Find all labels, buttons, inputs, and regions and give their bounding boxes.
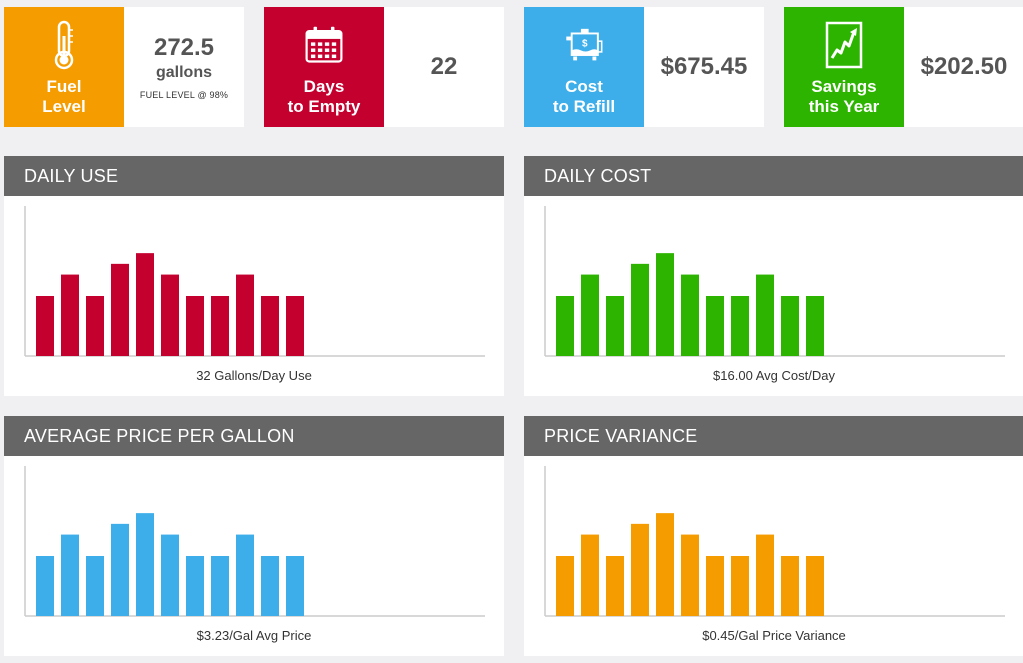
chart-caption: $3.23/Gal Avg Price <box>196 628 312 643</box>
days-to-empty-value-area: 22 <box>384 7 504 127</box>
chart-bar <box>211 296 229 356</box>
chart-bar <box>236 534 254 616</box>
chart-bar <box>261 296 279 356</box>
chart-bar <box>781 296 799 356</box>
chart-bar <box>111 263 129 356</box>
cost-to-refill-value-area: $675.45 <box>644 7 764 127</box>
chart-bar <box>161 534 179 616</box>
chart-bar <box>631 263 649 356</box>
chart-bar <box>186 556 204 616</box>
chart-bar <box>556 296 574 356</box>
chart-bar <box>86 296 104 356</box>
chart-caption: $0.45/Gal Price Variance <box>702 628 846 643</box>
fuel-level-value-area: 272.5 gallons FUEL LEVEL @ 98% <box>124 7 244 127</box>
avg-price-chart: $3.23/Gal Avg Price <box>4 456 504 656</box>
chart-bar <box>756 274 774 356</box>
chart-bar <box>236 274 254 356</box>
chart-bar <box>631 523 649 616</box>
savings-value: $202.50 <box>920 53 1008 80</box>
chart-bar <box>681 534 699 616</box>
chart-bar <box>36 556 54 616</box>
chart-bar <box>681 274 699 356</box>
fuel-level-unit: gallons <box>155 64 212 81</box>
savings-label: Savings this Year <box>808 77 880 116</box>
chart-bar <box>86 556 104 616</box>
chart-bar <box>731 296 749 356</box>
chart-bar <box>111 523 129 616</box>
calendar-icon <box>304 19 344 71</box>
chart-bar <box>706 296 724 356</box>
chart-bar <box>706 556 724 616</box>
fuel-level-tile: Fuel Level 272.5 gallons FUEL LEVEL @ 98… <box>4 7 244 127</box>
fuel-level-label: Fuel Level <box>42 77 86 116</box>
days-to-empty-label: Days to Empty <box>287 77 361 116</box>
panel-title: PRICE VARIANCE <box>524 416 1023 456</box>
chart-bar <box>136 253 154 356</box>
days-to-empty-value: 22 <box>430 53 458 80</box>
avg-price-chart-svg <box>24 466 485 617</box>
avg-price-panel: AVERAGE PRICE PER GALLON $3.23/Gal Avg P… <box>4 416 504 656</box>
daily-cost-chart: $16.00 Avg Cost/Day <box>524 196 1023 396</box>
chart-caption: 32 Gallons/Day Use <box>196 368 312 383</box>
savings-badge: Savings this Year <box>784 7 904 127</box>
chart-bar <box>286 556 304 616</box>
chart-bar <box>806 556 824 616</box>
chart-bar <box>61 534 79 616</box>
price-variance-chart-svg <box>544 466 1005 617</box>
thermometer-icon <box>44 19 84 71</box>
cost-to-refill-value: $675.45 <box>660 53 748 80</box>
chart-bar <box>211 556 229 616</box>
chart-bar <box>556 556 574 616</box>
chart-bar <box>781 556 799 616</box>
chart-bar <box>656 513 674 616</box>
trend-chart-icon <box>824 19 864 71</box>
fuel-level-badge: Fuel Level <box>4 7 124 127</box>
chart-bar <box>656 253 674 356</box>
daily-cost-panel: DAILY COST $16.00 Avg Cost/Day <box>524 156 1023 396</box>
panel-title: AVERAGE PRICE PER GALLON <box>4 416 504 456</box>
chart-bar <box>731 556 749 616</box>
savings-tile: Savings this Year $202.50 <box>784 7 1023 127</box>
chart-bar <box>581 534 599 616</box>
chart-bar <box>161 274 179 356</box>
days-to-empty-tile: Days to Empty 22 <box>264 7 504 127</box>
chart-bar <box>136 513 154 616</box>
chart-bar <box>36 296 54 356</box>
chart-bar <box>61 274 79 356</box>
fuel-level-note: FUEL LEVEL @ 98% <box>139 90 229 100</box>
chart-bar <box>606 556 624 616</box>
cost-to-refill-tile: $ Cost to Refill $675.45 <box>524 7 764 127</box>
daily-use-chart-svg <box>24 206 485 357</box>
chart-bar <box>186 296 204 356</box>
chart-bar <box>806 296 824 356</box>
panel-title: DAILY USE <box>4 156 504 196</box>
chart-bar <box>606 296 624 356</box>
chart-bar <box>756 534 774 616</box>
chart-bar <box>581 274 599 356</box>
fuel-tank-icon: $ <box>564 19 604 71</box>
chart-bar <box>286 296 304 356</box>
daily-use-panel: DAILY USE 32 Gallons/Day Use <box>4 156 504 396</box>
daily-use-chart: 32 Gallons/Day Use <box>4 196 504 396</box>
chart-caption: $16.00 Avg Cost/Day <box>713 368 835 383</box>
cost-to-refill-badge: $ Cost to Refill <box>524 7 644 127</box>
svg-text:$: $ <box>582 39 588 50</box>
days-to-empty-badge: Days to Empty <box>264 7 384 127</box>
price-variance-chart: $0.45/Gal Price Variance <box>524 456 1023 656</box>
cost-to-refill-label: Cost to Refill <box>552 77 616 116</box>
chart-bar <box>261 556 279 616</box>
panel-title: DAILY COST <box>524 156 1023 196</box>
fuel-level-value: 272.5 <box>153 34 215 61</box>
daily-cost-chart-svg <box>544 206 1005 357</box>
savings-value-area: $202.50 <box>904 7 1023 127</box>
price-variance-panel: PRICE VARIANCE $0.45/Gal Price Variance <box>524 416 1023 656</box>
